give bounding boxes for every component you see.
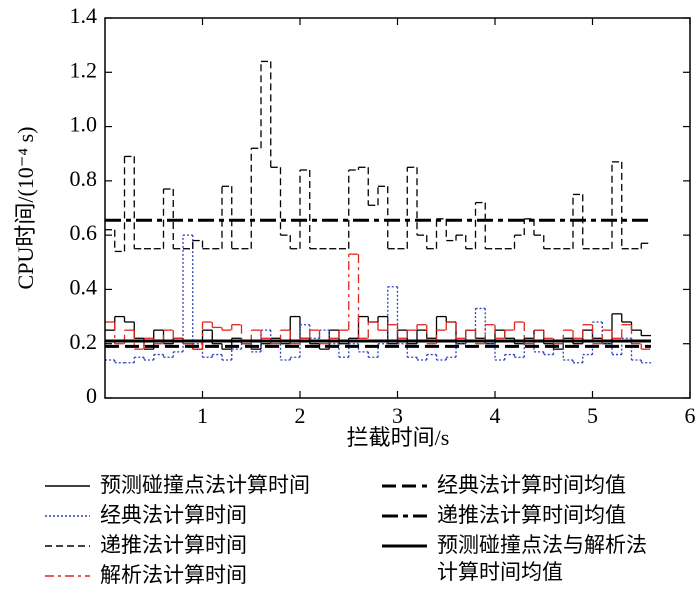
y-tick-label: 0.4 — [70, 274, 98, 299]
step-connector — [114, 61, 642, 252]
y-tick-label: 1.4 — [70, 3, 98, 28]
y-axis-label: CPU时间/(10⁻⁴ s) — [13, 127, 38, 290]
plot-frame — [104, 17, 691, 399]
legend-label: 递推法计算时间 — [100, 533, 247, 557]
legend-label: 经典法计算时间均值 — [437, 473, 626, 497]
y-tick-label: 0.6 — [70, 220, 98, 245]
legend-label: 预测碰撞点法与解析法计算时间均值 — [437, 533, 647, 584]
x-tick-label: 4 — [490, 403, 501, 428]
x-tick-label: 5 — [587, 403, 598, 428]
legend-label: 递推法计算时间均值 — [437, 503, 626, 527]
y-tick-label: 0.2 — [70, 329, 98, 354]
y-tick-label: 0 — [86, 383, 97, 408]
x-tick-label: 3 — [392, 403, 403, 428]
x-tick-label: 1 — [197, 403, 208, 428]
y-tick-label: 1.2 — [70, 57, 98, 82]
step-connector — [114, 235, 642, 363]
y-tick-label: 0.8 — [70, 166, 98, 191]
legend-label: 经典法计算时间 — [100, 503, 247, 527]
step-connector — [114, 254, 642, 350]
x-tick-label: 6 — [685, 403, 696, 428]
legend-label: 预测碰撞点法计算时间 — [100, 473, 310, 497]
x-axis-label: 拦截时间/s — [347, 425, 450, 450]
legend-label: 解析法计算时间 — [100, 563, 247, 587]
x-tick-label: 2 — [295, 403, 306, 428]
y-tick-label: 1.0 — [70, 112, 98, 137]
